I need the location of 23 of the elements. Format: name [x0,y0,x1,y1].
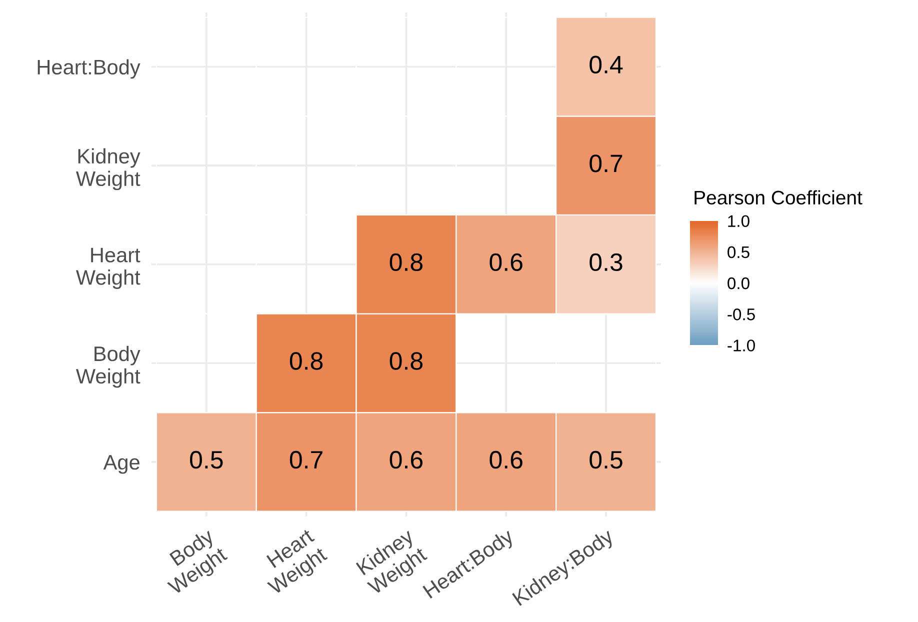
data-label: 0.5 [190,450,223,469]
y-tick-label: Heart Weight [76,248,140,289]
color-bar-label: 0.0 [728,277,750,290]
data-label: 0.8 [290,352,323,370]
y-tick-label: Kidney Weight [76,148,140,190]
y-tick-label: Body Weight [76,346,140,388]
legend-title: Pearson Coefficient [694,190,862,205]
data-label: 0.7 [290,450,322,469]
data-label: 0.5 [590,450,622,469]
data-label: 0.4 [590,56,623,74]
data-label: 0.8 [390,253,423,272]
data-label: 0.3 [590,253,622,272]
color-bar-label: -1.0 [728,340,755,352]
y-tick-label: Age [103,455,140,474]
data-label: 0.8 [390,352,423,370]
data-label: 0.6 [490,450,522,469]
data-label: 0.7 [590,154,622,172]
color-bar-label: 0.5 [728,246,750,258]
data-label: 0.6 [490,253,522,272]
y-tick-label: Heart:Body [38,59,140,79]
color-bar-label: -0.5 [728,308,755,320]
data-label: 0.6 [390,450,422,469]
color-bar-label: 1.0 [728,215,750,228]
